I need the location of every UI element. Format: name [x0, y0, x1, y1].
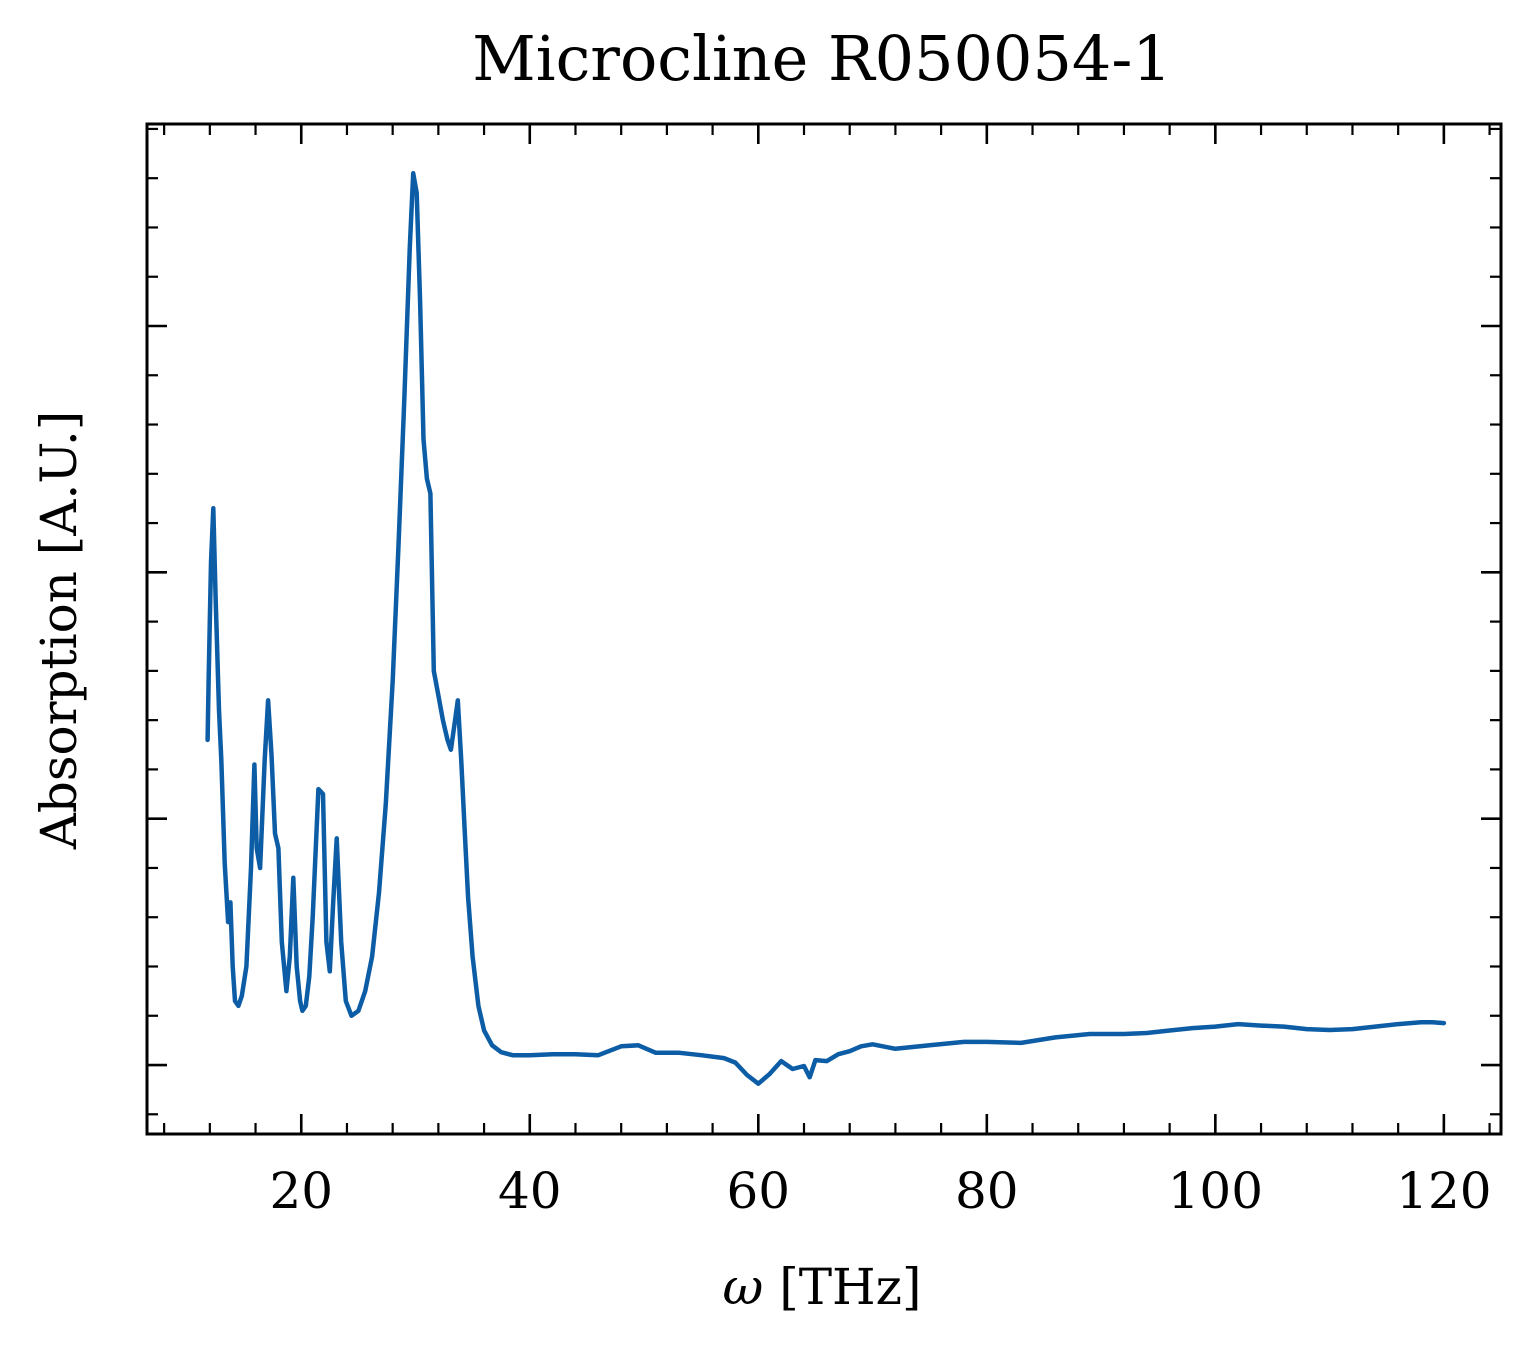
x-ticks [163, 124, 1491, 1134]
x-tick-label: 100 [1168, 1162, 1263, 1220]
x-tick-label: 80 [955, 1162, 1019, 1220]
series-line [205, 171, 1447, 1086]
x-tick-label: 20 [269, 1162, 333, 1220]
x-tick-label: 60 [726, 1162, 790, 1220]
x-axis-symbol: ω [723, 1258, 764, 1316]
x-tick-label: 40 [498, 1162, 562, 1220]
x-axis-label: ω [THz] [723, 1258, 922, 1316]
plot-frame [145, 122, 1503, 1136]
y-ticks [147, 127, 1501, 1116]
chart-title: Microcline R050054-1 [472, 22, 1171, 95]
x-tick-labels: 20 40 60 80 100 120 [269, 1162, 1491, 1220]
x-axis-unit: [THz] [779, 1258, 921, 1316]
y-axis-label: Absorption [A.U.] [30, 411, 88, 851]
x-tick-label: 120 [1396, 1162, 1491, 1220]
